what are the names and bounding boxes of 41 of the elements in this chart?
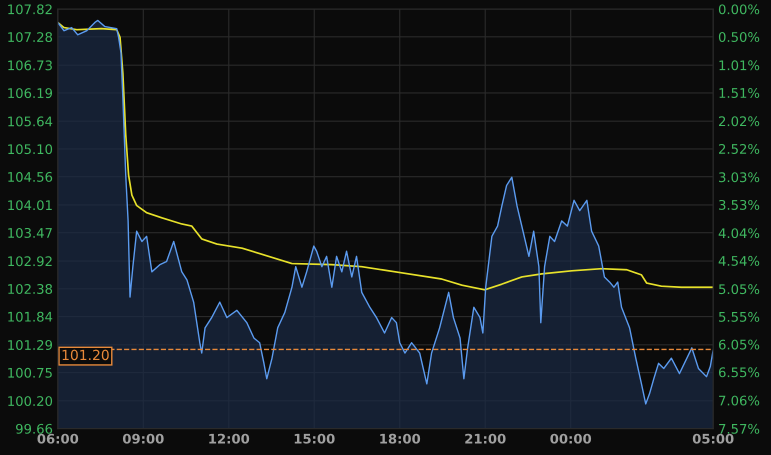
y-tick-label: 106.19 (8, 88, 52, 98)
y2-tick-label: 2.52% (719, 144, 760, 154)
y2-tick-label: 1.01% (719, 60, 760, 70)
y2-tick-label: 6.55% (718, 367, 760, 378)
y-tick-label: 100.20 (8, 396, 52, 406)
y-tick-label: 106.73 (8, 60, 52, 70)
y-tick-label: 102.92 (8, 256, 52, 266)
x-tick-label: 15:00 (294, 434, 335, 444)
x-tick-label: 09:00 (122, 434, 164, 444)
y2-tick-label: 3.03% (719, 172, 760, 182)
y-tick-label: 107.82 (8, 4, 52, 14)
y2-tick-label: 4.54% (718, 256, 760, 266)
y-tick-label: 107.28 (8, 32, 52, 42)
x-tick-label: 21:00 (465, 434, 506, 444)
y-tick-label: 104.56 (8, 172, 52, 182)
x-tick-label: 12:00 (209, 434, 250, 444)
y-tick-label: 101.84 (8, 312, 52, 322)
y-tick-label: 105.64 (8, 116, 52, 126)
y2-tick-label: 1.51% (719, 88, 760, 98)
y-tick-label: 102.38 (8, 284, 52, 294)
x-tick-label: 05:00 (692, 434, 734, 444)
y2-tick-label: 5.05% (719, 284, 760, 294)
ref-line-label: 101.20 (62, 350, 109, 360)
y-tick-label: 105.10 (8, 144, 52, 154)
y-tick-label: 104.01 (8, 200, 52, 210)
y2-tick-label: 5.55% (719, 312, 760, 322)
y2-tick-label: 0.00% (718, 4, 760, 14)
y2-tick-label: 4.04% (718, 228, 760, 238)
y2-tick-label: 7.06% (719, 396, 760, 406)
y-tick-label: 103.47 (8, 228, 52, 238)
y2-tick-label: 6.05% (718, 340, 760, 350)
y2-tick-label: 3.53% (719, 200, 760, 210)
y2-tick-label: 0.50% (718, 32, 760, 42)
x-tick-label: 18:00 (380, 434, 420, 444)
y-tick-label: 100.75 (8, 368, 52, 378)
x-tick-label: 00:00 (550, 434, 592, 444)
y2-tick-label: 7.57% (719, 424, 760, 434)
y2-tick-label: 2.02% (719, 116, 760, 126)
x-tick-label: 06:00 (37, 434, 78, 444)
y-tick-label: 99.66 (16, 424, 52, 434)
y-tick-label: 101.29 (8, 340, 52, 350)
